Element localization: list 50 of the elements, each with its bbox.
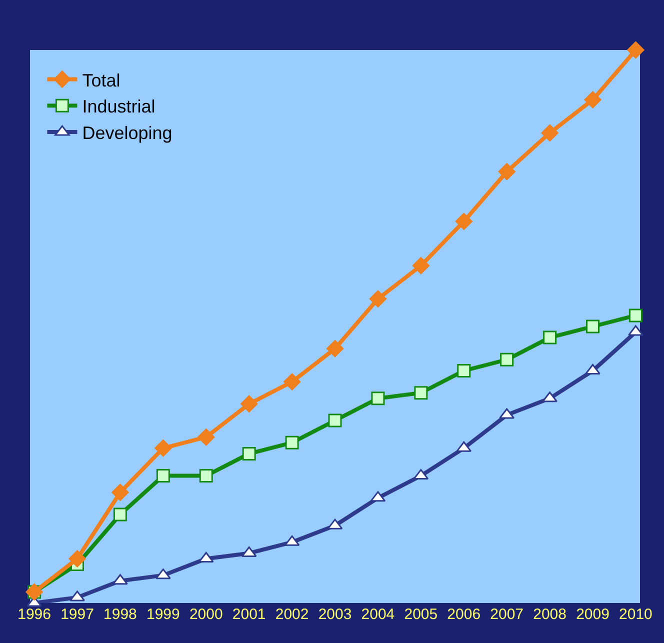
point [240, 395, 258, 412]
point [369, 290, 387, 308]
point [285, 436, 299, 450]
point [500, 352, 514, 366]
x-tick-label: 2008 [533, 606, 566, 623]
point [112, 484, 129, 501]
point [68, 550, 86, 568]
point [326, 340, 344, 358]
legend-label: Industrial [82, 96, 156, 117]
x-tick-label: 2003 [318, 606, 352, 623]
x-tick-label: 1999 [146, 606, 180, 623]
x-tick-label: 2007 [490, 606, 524, 623]
point [371, 392, 385, 406]
point [199, 469, 213, 483]
point [627, 41, 644, 59]
point [543, 330, 557, 344]
x-tick-label: 2009 [576, 606, 610, 623]
point [628, 325, 644, 336]
point [584, 91, 602, 108]
point [242, 446, 256, 460]
x-tick-label: 2000 [189, 606, 223, 623]
point [112, 574, 128, 585]
x-tick-label: 2001 [232, 606, 266, 623]
point [113, 508, 127, 522]
x-tick-label: 2006 [447, 606, 481, 623]
point [156, 469, 170, 483]
point [586, 320, 600, 334]
legend-label: Developing [82, 123, 172, 144]
point [414, 386, 428, 400]
point [154, 440, 172, 457]
point [457, 364, 471, 378]
point [542, 392, 558, 402]
point [541, 124, 558, 142]
point [328, 414, 342, 428]
point [455, 212, 472, 230]
x-tick-label: 1997 [60, 606, 94, 623]
x-tick-label: 1996 [18, 606, 51, 623]
point [198, 428, 215, 446]
x-tick-label: 2004 [361, 606, 395, 623]
point [498, 163, 516, 180]
point [628, 308, 642, 322]
point [412, 257, 430, 274]
x-tick-label: 2010 [619, 606, 652, 623]
x-tick-label: 2005 [404, 606, 438, 623]
point [70, 590, 85, 602]
x-tick-label: 2002 [275, 606, 309, 623]
point [585, 364, 600, 374]
x-tick-label: 1998 [104, 606, 137, 623]
legend-label: Total [82, 70, 120, 90]
point [283, 373, 301, 390]
